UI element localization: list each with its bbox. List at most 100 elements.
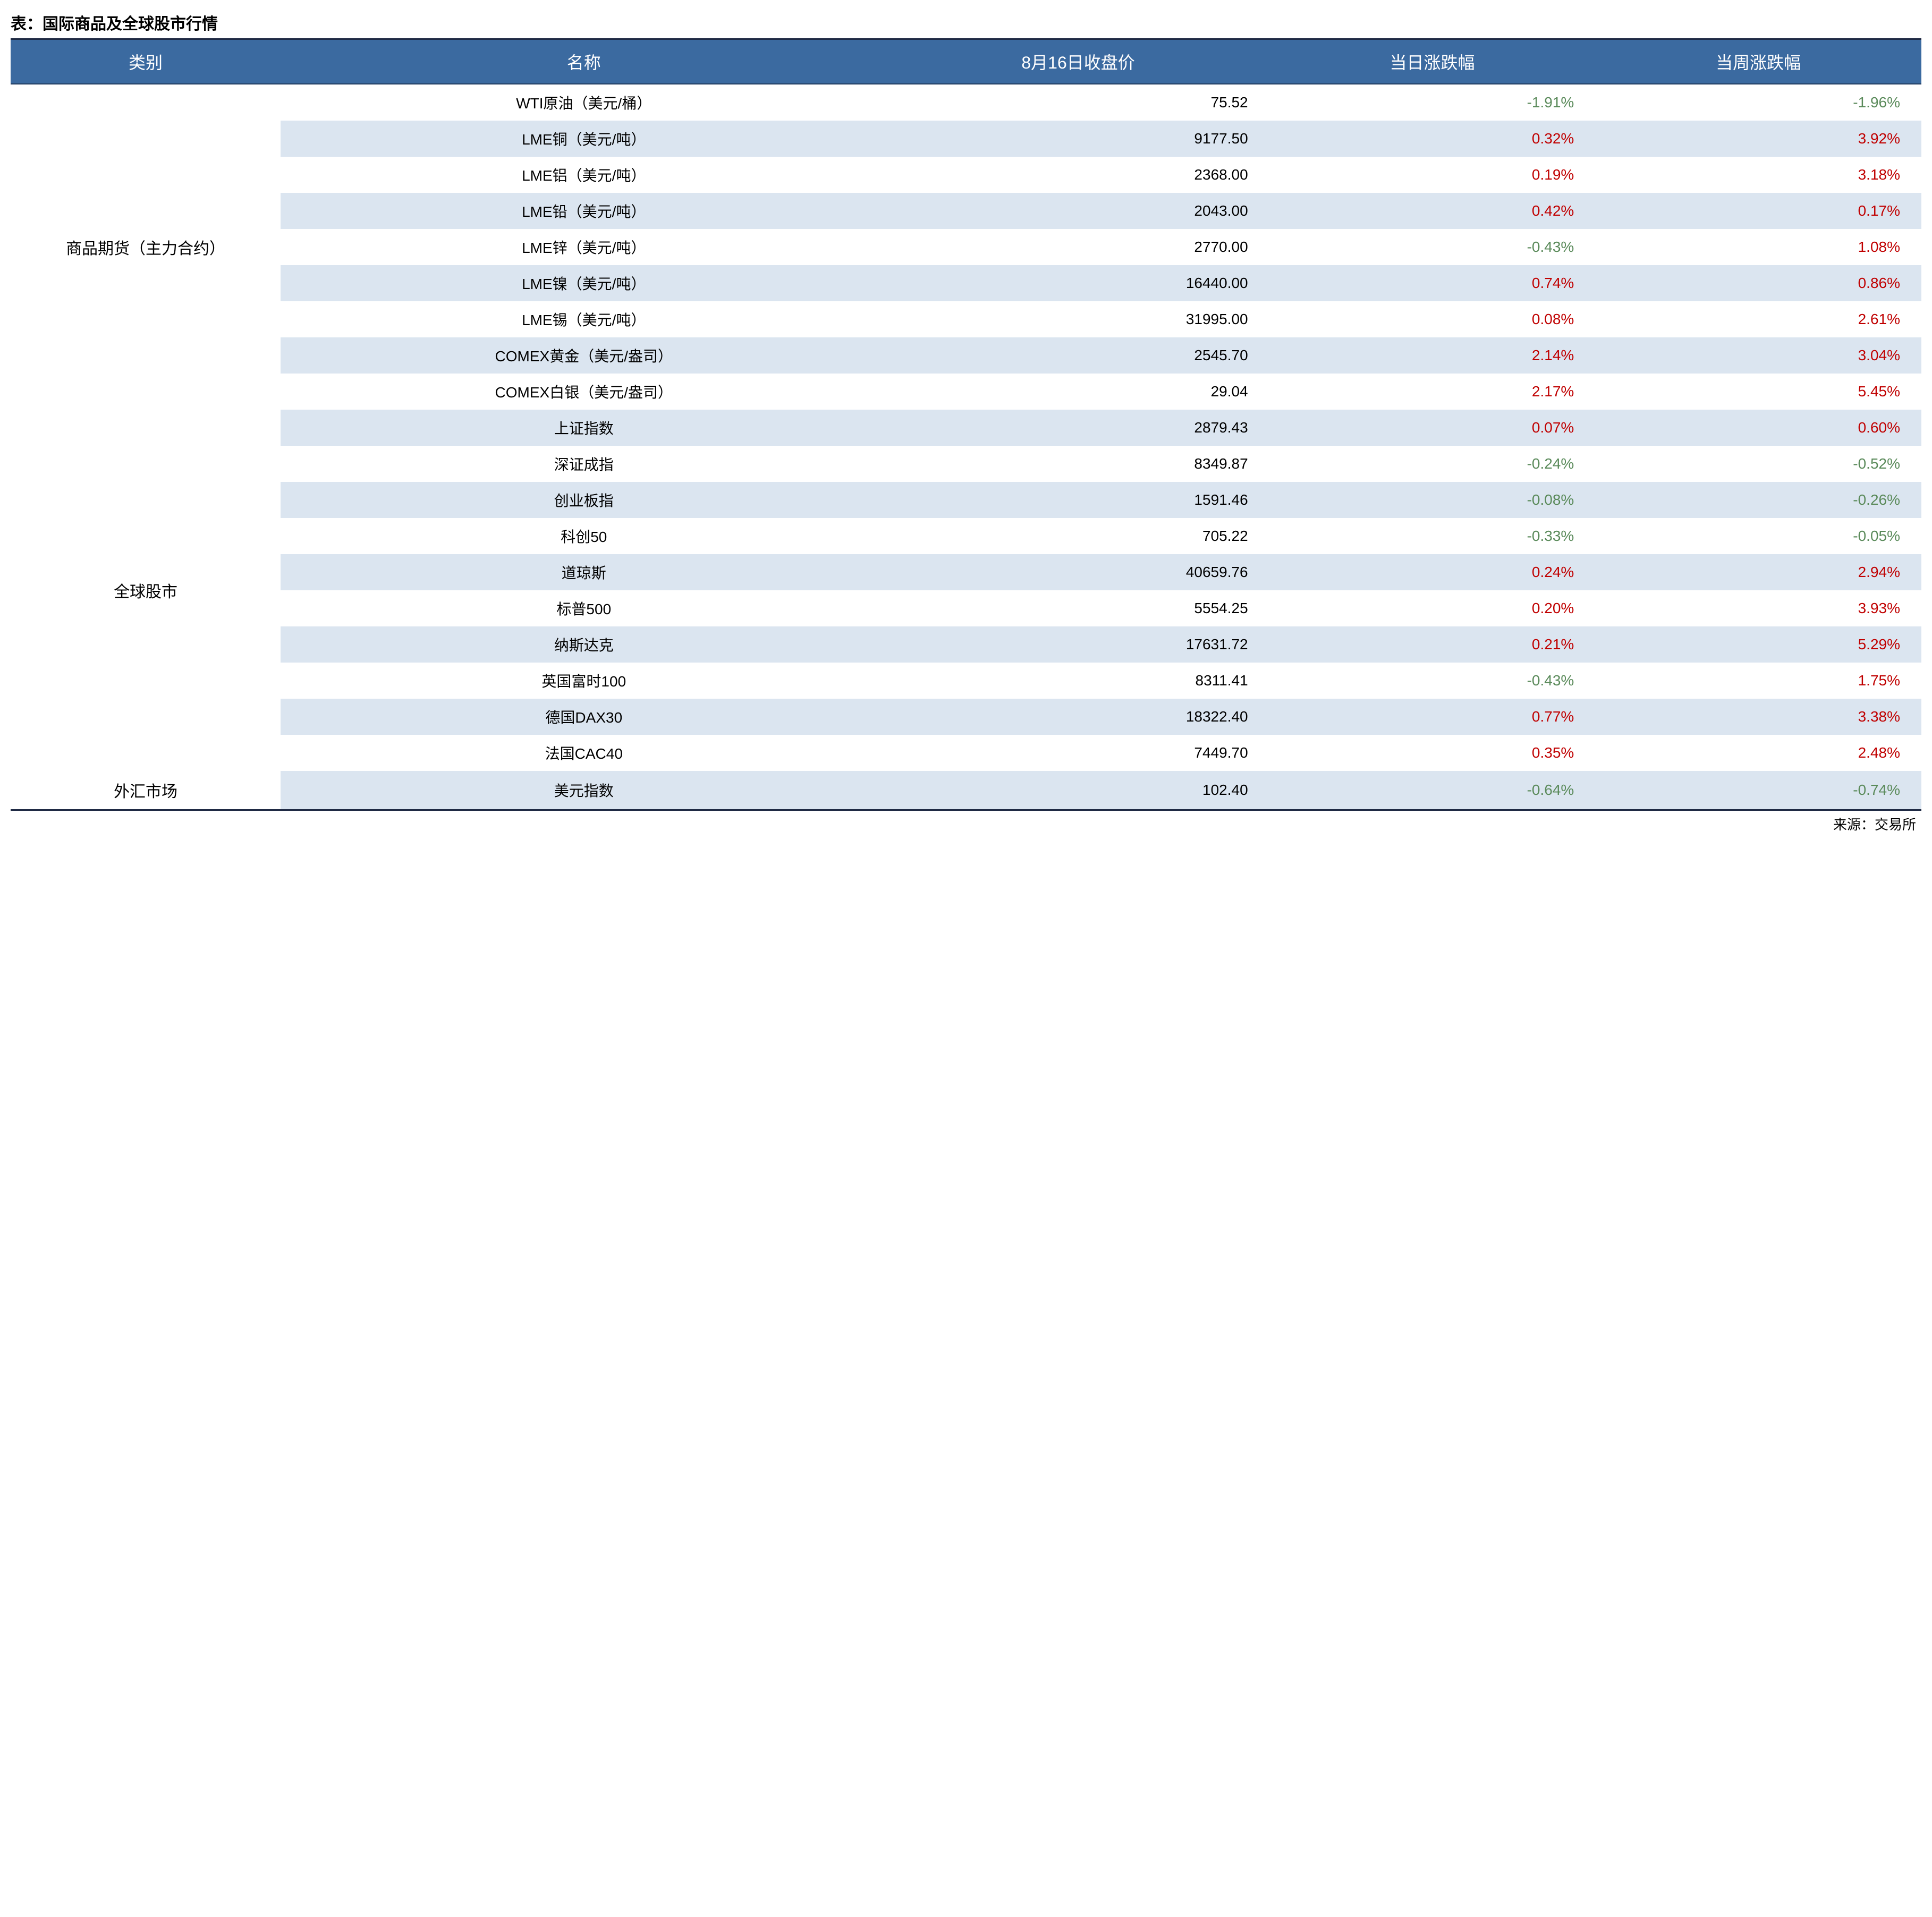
day-change-cell: -0.08% (1269, 482, 1596, 518)
week-change-cell: 2.94% (1595, 554, 1921, 590)
header-name: 名称 (281, 39, 887, 84)
name-cell: 纳斯达克 (281, 626, 887, 663)
table-row: 深证成指8349.87-0.24%-0.52% (11, 446, 1921, 482)
table-row: 德国DAX3018322.400.77%3.38% (11, 699, 1921, 735)
week-change-cell: 0.17% (1595, 193, 1921, 229)
header-row: 类别 名称 8月16日收盘价 当日涨跌幅 当周涨跌幅 (11, 39, 1921, 84)
day-change-cell: 0.24% (1269, 554, 1596, 590)
table-row: LME铜（美元/吨）9177.500.32%3.92% (11, 121, 1921, 157)
table-row: LME锌（美元/吨）2770.00-0.43%1.08% (11, 229, 1921, 265)
week-change-cell: -0.52% (1595, 446, 1921, 482)
name-cell: 道琼斯 (281, 554, 887, 590)
name-cell: 标普500 (281, 590, 887, 626)
table-title: 表：国际商品及全球股市行情 (11, 11, 1921, 34)
day-change-cell: 0.07% (1269, 410, 1596, 446)
close-cell: 2043.00 (887, 193, 1269, 229)
name-cell: LME锡（美元/吨） (281, 301, 887, 337)
name-cell: 美元指数 (281, 771, 887, 810)
close-cell: 18322.40 (887, 699, 1269, 735)
week-change-cell: -0.26% (1595, 482, 1921, 518)
week-change-cell: 5.29% (1595, 626, 1921, 663)
table-row: 创业板指1591.46-0.08%-0.26% (11, 482, 1921, 518)
day-change-cell: 2.14% (1269, 337, 1596, 374)
market-table: 类别 名称 8月16日收盘价 当日涨跌幅 当周涨跌幅 商品期货（主力合约）WTI… (11, 38, 1921, 811)
week-change-cell: -0.05% (1595, 518, 1921, 554)
category-cell: 商品期货（主力合约） (11, 84, 281, 410)
name-cell: 法国CAC40 (281, 735, 887, 771)
category-cell: 外汇市场 (11, 771, 281, 810)
close-cell: 2368.00 (887, 157, 1269, 193)
close-cell: 16440.00 (887, 265, 1269, 301)
day-change-cell: 0.74% (1269, 265, 1596, 301)
table-row: COMEX白银（美元/盎司）29.042.17%5.45% (11, 374, 1921, 410)
table-row: 外汇市场美元指数102.40-0.64%-0.74% (11, 771, 1921, 810)
name-cell: 上证指数 (281, 410, 887, 446)
week-change-cell: 3.92% (1595, 121, 1921, 157)
close-cell: 17631.72 (887, 626, 1269, 663)
week-change-cell: 0.86% (1595, 265, 1921, 301)
close-cell: 8311.41 (887, 663, 1269, 699)
day-change-cell: 2.17% (1269, 374, 1596, 410)
table-row: 科创50705.22-0.33%-0.05% (11, 518, 1921, 554)
day-change-cell: 0.35% (1269, 735, 1596, 771)
close-cell: 705.22 (887, 518, 1269, 554)
week-change-cell: 2.48% (1595, 735, 1921, 771)
day-change-cell: -0.64% (1269, 771, 1596, 810)
close-cell: 102.40 (887, 771, 1269, 810)
name-cell: LME镍（美元/吨） (281, 265, 887, 301)
week-change-cell: 5.45% (1595, 374, 1921, 410)
day-change-cell: 0.32% (1269, 121, 1596, 157)
name-cell: 科创50 (281, 518, 887, 554)
table-row: LME铝（美元/吨）2368.000.19%3.18% (11, 157, 1921, 193)
day-change-cell: -0.33% (1269, 518, 1596, 554)
table-row: COMEX黄金（美元/盎司）2545.702.14%3.04% (11, 337, 1921, 374)
week-change-cell: 3.93% (1595, 590, 1921, 626)
day-change-cell: 0.42% (1269, 193, 1596, 229)
name-cell: LME铜（美元/吨） (281, 121, 887, 157)
header-day-change: 当日涨跌幅 (1269, 39, 1596, 84)
table-row: 商品期货（主力合约）WTI原油（美元/桶）75.52-1.91%-1.96% (11, 84, 1921, 121)
table-source: 来源：交易所 (11, 814, 1921, 834)
name-cell: WTI原油（美元/桶） (281, 84, 887, 121)
close-cell: 40659.76 (887, 554, 1269, 590)
week-change-cell: 3.04% (1595, 337, 1921, 374)
name-cell: 深证成指 (281, 446, 887, 482)
header-close: 8月16日收盘价 (887, 39, 1269, 84)
close-cell: 8349.87 (887, 446, 1269, 482)
week-change-cell: -0.74% (1595, 771, 1921, 810)
table-row: 法国CAC407449.700.35%2.48% (11, 735, 1921, 771)
week-change-cell: 3.18% (1595, 157, 1921, 193)
close-cell: 75.52 (887, 84, 1269, 121)
day-change-cell: 0.20% (1269, 590, 1596, 626)
table-row: LME锡（美元/吨）31995.000.08%2.61% (11, 301, 1921, 337)
name-cell: COMEX白银（美元/盎司） (281, 374, 887, 410)
table-row: LME镍（美元/吨）16440.000.74%0.86% (11, 265, 1921, 301)
close-cell: 5554.25 (887, 590, 1269, 626)
day-change-cell: -0.43% (1269, 663, 1596, 699)
table-row: 全球股市上证指数2879.430.07%0.60% (11, 410, 1921, 446)
name-cell: 德国DAX30 (281, 699, 887, 735)
table-row: 道琼斯40659.760.24%2.94% (11, 554, 1921, 590)
close-cell: 31995.00 (887, 301, 1269, 337)
name-cell: LME铅（美元/吨） (281, 193, 887, 229)
table-row: 纳斯达克17631.720.21%5.29% (11, 626, 1921, 663)
week-change-cell: -1.96% (1595, 84, 1921, 121)
close-cell: 1591.46 (887, 482, 1269, 518)
name-cell: 创业板指 (281, 482, 887, 518)
header-week-change: 当周涨跌幅 (1595, 39, 1921, 84)
day-change-cell: 0.19% (1269, 157, 1596, 193)
table-row: LME铅（美元/吨）2043.000.42%0.17% (11, 193, 1921, 229)
day-change-cell: 0.21% (1269, 626, 1596, 663)
day-change-cell: 0.08% (1269, 301, 1596, 337)
close-cell: 7449.70 (887, 735, 1269, 771)
header-category: 类别 (11, 39, 281, 84)
week-change-cell: 3.38% (1595, 699, 1921, 735)
week-change-cell: 1.08% (1595, 229, 1921, 265)
category-cell: 全球股市 (11, 410, 281, 771)
day-change-cell: -0.24% (1269, 446, 1596, 482)
week-change-cell: 2.61% (1595, 301, 1921, 337)
table-row: 标普5005554.250.20%3.93% (11, 590, 1921, 626)
name-cell: LME锌（美元/吨） (281, 229, 887, 265)
day-change-cell: -1.91% (1269, 84, 1596, 121)
close-cell: 2545.70 (887, 337, 1269, 374)
